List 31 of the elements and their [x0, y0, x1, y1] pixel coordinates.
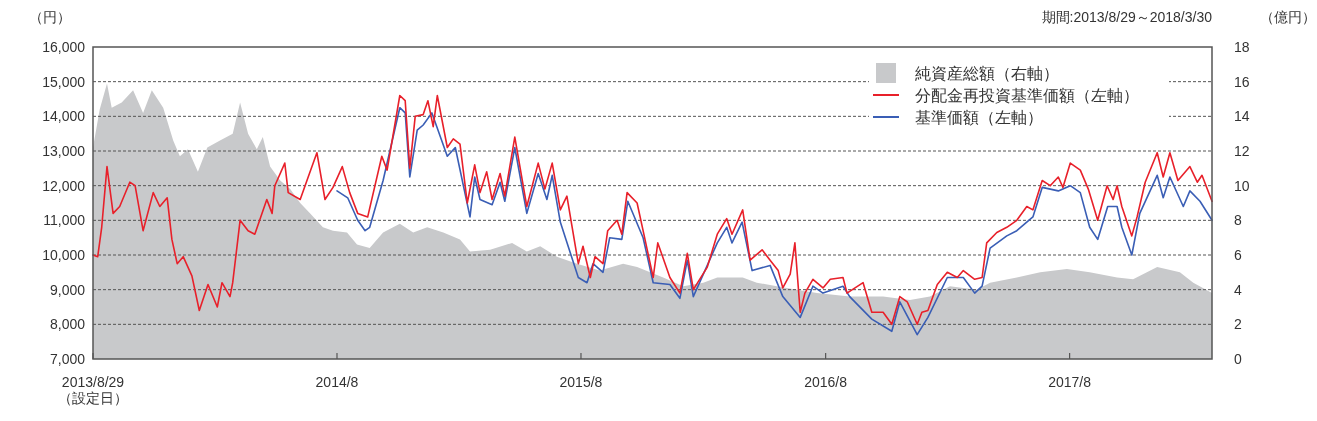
xtick: 2016/8	[804, 374, 848, 390]
y2tick: 10	[1234, 177, 1250, 194]
y2tick: 2	[1234, 316, 1242, 333]
ytick: 8,000	[49, 316, 85, 333]
xtick: 2015/8	[559, 374, 603, 390]
xtick: 2014/8	[315, 374, 359, 390]
y2tick: 18	[1234, 39, 1250, 55]
ytick: 14,000	[42, 108, 85, 125]
y2tick: 12	[1234, 143, 1250, 159]
xtick: 2017/8	[1048, 374, 1092, 390]
y2tick: 4	[1234, 281, 1242, 298]
y2tick: 6	[1234, 247, 1242, 263]
legend-label: 分配金再投資基準価額（左軸）	[915, 87, 1139, 104]
ytick: 15,000	[42, 73, 85, 90]
ytick: 7,000	[49, 351, 85, 367]
xtick: 2013/8/29 （設定日）	[58, 374, 128, 407]
ytick: 11,000	[43, 212, 85, 229]
ytick: 16,000	[42, 39, 85, 55]
legend-label: 基準価額（左軸）	[915, 109, 1043, 126]
y2tick: 8	[1234, 212, 1242, 229]
ytick: 13,000	[42, 143, 85, 159]
annotation: 期間:2013/8/29～2018/3/30	[1041, 9, 1212, 25]
y2tick: 16	[1234, 73, 1250, 90]
ytick: 10,000	[42, 247, 85, 263]
legend-label: 純資産総額（右軸）	[915, 65, 1059, 82]
ytick: 9,000	[49, 281, 85, 298]
ylabel: （円）	[29, 9, 71, 25]
y2tick: 14	[1234, 108, 1250, 125]
y2label: （億円）	[1260, 9, 1316, 25]
y2tick: 0	[1234, 351, 1242, 367]
ytick: 12,000	[42, 177, 85, 194]
